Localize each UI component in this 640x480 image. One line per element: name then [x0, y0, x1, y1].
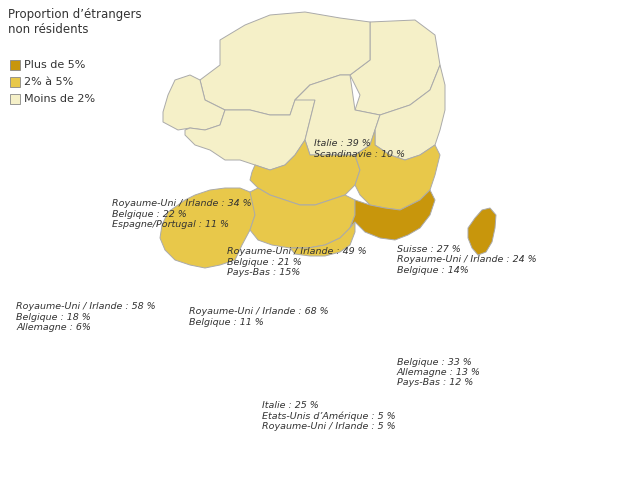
Text: Royaume-Uni / Irlande : 68 %
Belgique : 11 %: Royaume-Uni / Irlande : 68 % Belgique : …: [189, 307, 328, 326]
Text: 2% à 5%: 2% à 5%: [24, 77, 73, 87]
Bar: [10, 60, 20, 70]
Text: Proportion d’étrangers
non résidents: Proportion d’étrangers non résidents: [8, 8, 141, 36]
Text: Plus de 5%: Plus de 5%: [24, 60, 85, 70]
Text: Italie : 25 %
Etats-Unis d’Amérique : 5 %
Royaume-Uni / Irlande : 5 %: Italie : 25 % Etats-Unis d’Amérique : 5 …: [262, 401, 396, 431]
Polygon shape: [250, 188, 355, 248]
Polygon shape: [290, 222, 355, 256]
Polygon shape: [250, 140, 360, 205]
Polygon shape: [350, 190, 435, 240]
Polygon shape: [295, 75, 380, 155]
Polygon shape: [355, 130, 440, 210]
Text: Italie : 39 %
Scandinavie : 10 %: Italie : 39 % Scandinavie : 10 %: [314, 139, 404, 158]
Text: Royaume-Uni / Irlande : 58 %
Belgique : 18 %
Allemagne : 6%: Royaume-Uni / Irlande : 58 % Belgique : …: [16, 302, 156, 332]
Text: Moins de 2%: Moins de 2%: [24, 94, 95, 104]
Polygon shape: [160, 188, 258, 268]
Text: Royaume-Uni / Irlande : 49 %
Belgique : 21 %
Pays-Bas : 15%: Royaume-Uni / Irlande : 49 % Belgique : …: [227, 247, 367, 277]
Bar: [10, 77, 20, 87]
Polygon shape: [163, 75, 225, 130]
Text: Suisse : 27 %
Royaume-Uni / Irlande : 24 %
Belgique : 14%: Suisse : 27 % Royaume-Uni / Irlande : 24…: [397, 245, 536, 275]
Polygon shape: [350, 20, 440, 115]
Polygon shape: [200, 12, 370, 115]
Text: Royaume-Uni / Irlande : 34 %
Belgique : 22 %
Espagne/Portugal : 11 %: Royaume-Uni / Irlande : 34 % Belgique : …: [112, 199, 252, 229]
Polygon shape: [375, 65, 445, 160]
Polygon shape: [468, 208, 496, 255]
Text: Belgique : 33 %
Allemagne : 13 %
Pays-Bas : 12 %: Belgique : 33 % Allemagne : 13 % Pays-Ba…: [397, 358, 481, 387]
Bar: [10, 94, 20, 104]
Polygon shape: [185, 85, 315, 170]
